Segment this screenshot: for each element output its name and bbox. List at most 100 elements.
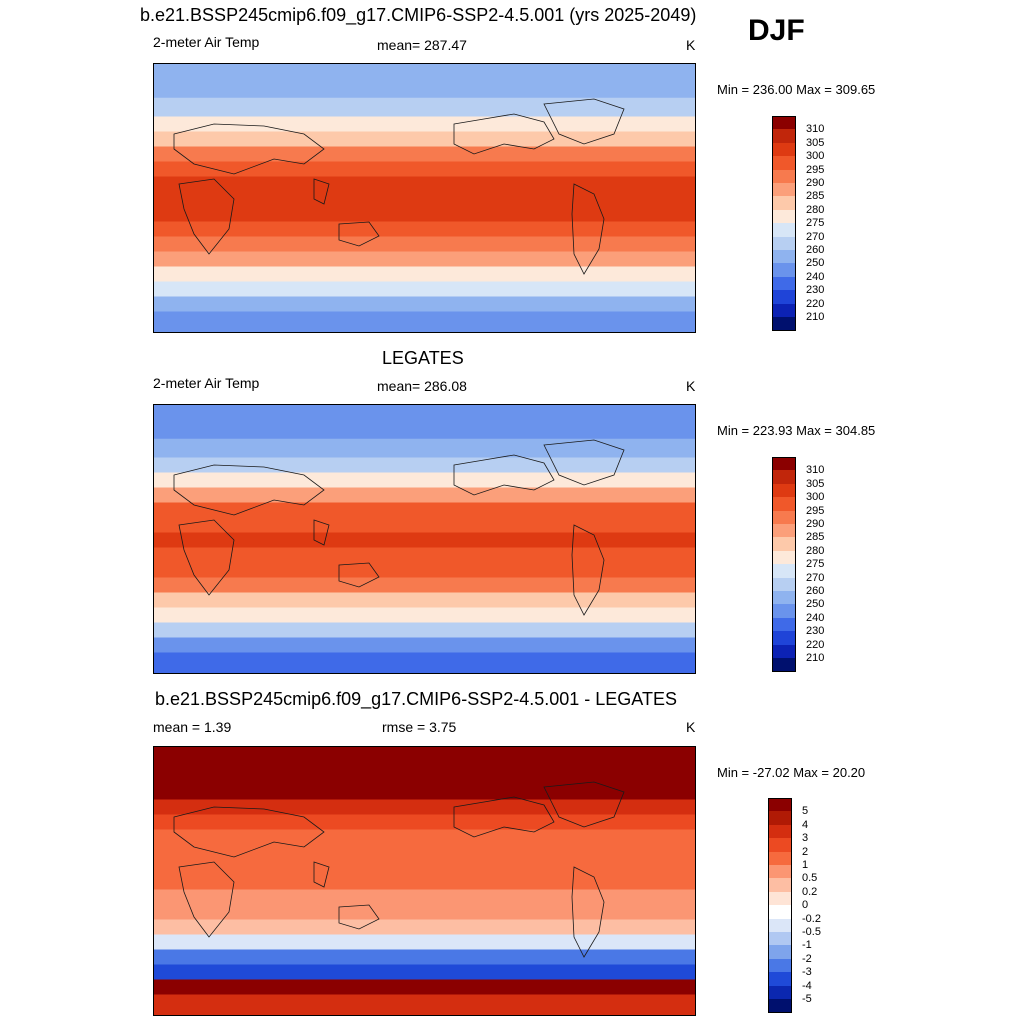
coastline-outline-4 — [338, 221, 380, 247]
latitude-band-2 — [154, 799, 695, 815]
latitude-band-3 — [154, 814, 695, 830]
colorbar-tick-label: 240 — [806, 611, 825, 624]
panel-3-minmax: Min = -27.02 Max = 20.20 — [717, 765, 866, 780]
colorbar-segment — [768, 972, 792, 987]
latitude-band-3 — [154, 131, 695, 147]
colorbar-tick-label: 285 — [806, 531, 825, 544]
coastline-outline-1 — [173, 464, 325, 516]
panel-1-units-label: K — [686, 37, 696, 53]
latitude-band-10 — [154, 236, 695, 252]
latitude-band-4 — [154, 146, 695, 162]
colorbar-segment — [772, 317, 796, 331]
colorbar-tick-label: 310 — [806, 464, 825, 477]
colorbar-segment — [772, 631, 796, 646]
latitude-band-1 — [154, 780, 695, 800]
panel-2-units-label: K — [686, 378, 696, 394]
colorbar-segment — [772, 510, 796, 525]
colorbar-tick-label: 295 — [806, 504, 825, 517]
colorbar-tick-label: 2 — [802, 845, 809, 858]
colorbar-segment — [772, 591, 796, 605]
colorbar-segment — [772, 524, 796, 538]
colorbar-segment — [772, 183, 796, 197]
colorbar-tick-label: 210 — [806, 652, 825, 664]
panel-2-mean-label: mean= 286.08 — [377, 378, 467, 394]
panel-1-minmax: Min = 236.00 Max = 309.65 — [717, 82, 876, 97]
colorbar-segment — [772, 457, 796, 471]
colorbar-segment — [772, 236, 796, 251]
colorbar-tick-label: 305 — [806, 477, 825, 490]
latitude-band-11 — [154, 592, 695, 608]
colorbar-segment — [772, 644, 796, 659]
colorbar-segment — [772, 290, 796, 305]
panel-3-mean-label: mean = 1.39 — [153, 719, 232, 735]
colorbar-tick-label: 290 — [806, 518, 825, 530]
panel-1-mean-label: mean= 287.47 — [377, 37, 467, 53]
latitude-band-12 — [154, 949, 695, 965]
coastline-outline-5 — [571, 524, 605, 616]
latitude-band-0 — [154, 747, 695, 782]
latitude-band-5 — [154, 844, 695, 860]
colorbar-segment — [772, 156, 796, 171]
panel-2-map — [153, 404, 696, 674]
latitude-band-5 — [154, 502, 695, 518]
colorbar-segment — [772, 617, 796, 632]
colorbar-segment — [772, 483, 796, 498]
coastline-outline-1 — [173, 806, 325, 858]
colorbar-tick-label: -5 — [802, 993, 812, 1005]
latitude-band-0 — [154, 405, 695, 440]
latitude-band-14 — [154, 296, 695, 312]
panel-3-map-svg — [154, 747, 695, 1015]
latitude-band-2 — [154, 116, 695, 132]
panel-2-title: LEGATES — [382, 348, 464, 368]
latitude-band-1 — [154, 97, 695, 117]
latitude-band-6 — [154, 517, 695, 533]
latitude-band-4 — [154, 487, 695, 503]
latitude-band-13 — [154, 622, 695, 638]
colorbar-segment — [768, 985, 792, 1000]
latitude-band-9 — [154, 904, 695, 920]
latitude-band-12 — [154, 266, 695, 282]
coastline-outline-0 — [453, 796, 555, 838]
latitude-band-0 — [154, 64, 695, 99]
coastline-outline-2 — [178, 519, 235, 596]
colorbar-tick-label: 260 — [806, 244, 825, 256]
colorbar-tick-label: 270 — [806, 230, 825, 243]
colorbar-tick-label: 290 — [806, 177, 825, 189]
coastline-outline-5 — [571, 183, 605, 275]
coastline-outline-2 — [178, 861, 235, 938]
colorbar-tick-label: 0 — [802, 899, 809, 912]
latitude-band-10 — [154, 577, 695, 593]
panel-3-map — [153, 746, 696, 1016]
colorbar-segment — [768, 958, 792, 973]
panel-2-variable-label: 2-meter Air Temp — [153, 375, 260, 391]
colorbar-segment — [768, 891, 792, 906]
colorbar-segment — [768, 999, 792, 1013]
panel-1-map-svg — [154, 64, 695, 332]
season-label: DJF — [748, 14, 805, 47]
colorbar-tick-label: 260 — [806, 585, 825, 597]
colorbar-tick-label: 220 — [806, 638, 825, 651]
panel-1-title: b.e21.BSSP245cmip6.f09_g17.CMIP6-SSP2-4.… — [140, 5, 697, 25]
coastline-outline-1 — [173, 123, 325, 175]
colorbar-tick-label: 4 — [802, 818, 809, 831]
colorbar-segment — [772, 564, 796, 579]
coastline-outline-4 — [338, 562, 380, 588]
latitude-band-14 — [154, 979, 695, 995]
colorbar-segment — [768, 878, 792, 893]
latitude-band-7 — [154, 874, 695, 890]
colorbar-segment — [772, 577, 796, 592]
panel-2-minmax: Min = 223.93 Max = 304.85 — [717, 423, 876, 438]
latitude-band-5 — [154, 161, 695, 177]
colorbar-tick-label: 0.5 — [802, 872, 818, 885]
colorbar-segment — [768, 932, 792, 946]
colorbar-tick-label: 250 — [806, 598, 825, 611]
colorbar-tick-label: -4 — [802, 979, 812, 992]
colorbar-tick-label: -0.5 — [802, 926, 821, 938]
colorbar-segment — [768, 905, 792, 920]
panel-3-rmse-label: rmse = 3.75 — [382, 719, 457, 735]
panel-1-variable-label: 2-meter Air Temp — [153, 34, 260, 50]
colorbar-tick-label: 280 — [806, 544, 825, 557]
colorbar-tick-label: 220 — [806, 297, 825, 310]
colorbar-segment — [772, 604, 796, 619]
colorbar-tick-label: -2 — [802, 952, 812, 965]
